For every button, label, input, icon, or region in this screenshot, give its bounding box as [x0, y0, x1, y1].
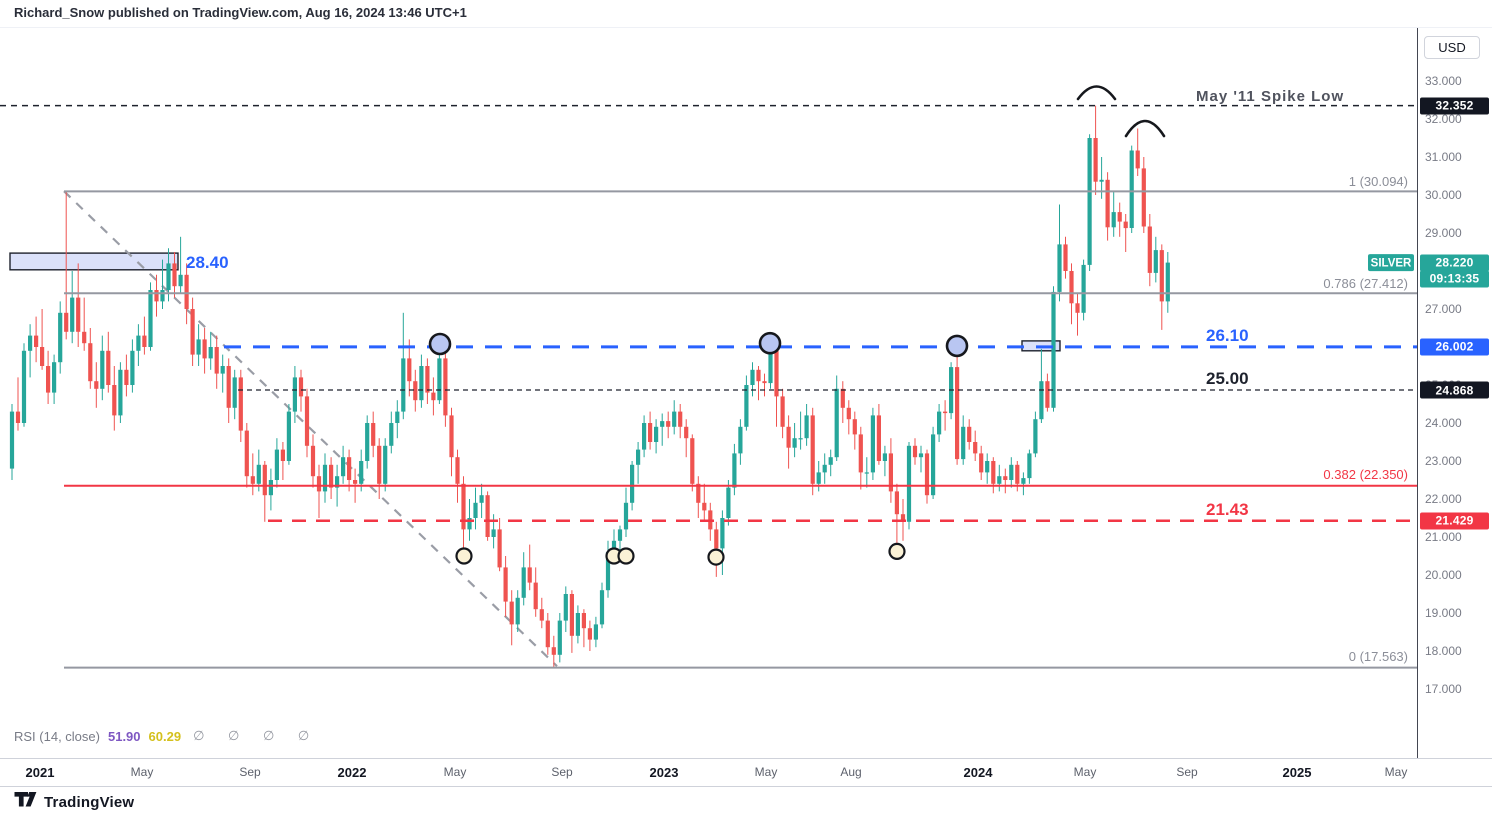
price-tick: 22.000 [1425, 492, 1462, 506]
time-axis[interactable]: 2021 May Sep 2022 May Sep 2023 May Aug 2024 May Sep… [0, 758, 1492, 787]
rsi-value: 51.90 [107, 728, 141, 744]
chart-annotation[interactable]: 0.786 (27.412) [1323, 276, 1408, 291]
time-tick-Sep: Sep [1176, 765, 1198, 779]
time-tick-May: May [443, 765, 467, 779]
chart-annotation[interactable]: 26.10 [1206, 326, 1249, 345]
zone-box[interactable] [9, 252, 179, 271]
chart-annotation[interactable]: 0.382 (22.350) [1323, 467, 1408, 482]
price-tick: 30.000 [1425, 188, 1462, 202]
chart-annotation[interactable]: 0 (17.563) [1349, 649, 1408, 664]
time-tick-Aug: Aug [840, 765, 862, 779]
candles-layer [9, 105, 1170, 668]
time-tick-May: May [1384, 765, 1408, 779]
brand-name: TradingView [44, 793, 135, 811]
support-touch-marker[interactable] [455, 547, 473, 565]
chart-annotation[interactable]: 25.00 [1206, 369, 1249, 388]
candlestick-canvas[interactable]: SILVER 28.40 26.10 25.00 21.43 May '11 Spike … [0, 28, 1417, 759]
peak-arc[interactable] [1124, 119, 1166, 138]
rsi-label: RSI (14, close) [14, 728, 100, 744]
price-tick: 20.000 [1425, 568, 1462, 582]
symbol-tag [1368, 254, 1414, 272]
time-tick-Sep: Sep [551, 765, 573, 779]
rsi-legend[interactable]: RSI (14, close) 51.90 60.29 ∅ ∅ ∅ ∅ [14, 728, 319, 744]
price-axis-border [1417, 28, 1418, 785]
time-tick-2024: 2024 [963, 765, 993, 780]
price-tick: 29.000 [1425, 226, 1462, 240]
price-tick: 32.000 [1425, 112, 1462, 126]
support-touch-marker[interactable] [617, 547, 635, 565]
time-tick-May: May [130, 765, 154, 779]
price-tick: 31.000 [1425, 150, 1462, 164]
time-tick-May: May [1073, 765, 1097, 779]
resistance-touch-marker[interactable] [428, 332, 452, 356]
symbol-tag-label: SILVER [1371, 258, 1412, 270]
time-tick-May: May [754, 765, 778, 779]
price-badge-21.429: 21.429 [1420, 512, 1489, 530]
price-tick: 23.000 [1425, 454, 1462, 468]
resistance-touch-marker[interactable] [945, 334, 969, 358]
currency-selector[interactable]: USD [1424, 36, 1480, 59]
price-badge-09:13:35: 09:13:35 [1420, 270, 1489, 288]
price-chart[interactable]: SILVER 28.40 26.10 25.00 21.43 May '11 Spike … [0, 28, 1417, 759]
time-tick-2021: 2021 [25, 765, 55, 780]
chart-annotation[interactable]: 21.43 [1206, 500, 1249, 519]
time-tick-Sep: Sep [239, 765, 261, 779]
price-tick: 17.000 [1425, 682, 1462, 696]
rsi-ma-value: 60.29 [148, 728, 182, 744]
trendline[interactable] [63, 190, 558, 667]
peak-arc[interactable] [1076, 85, 1117, 101]
price-tick: 24.000 [1425, 416, 1462, 430]
support-touch-marker[interactable] [888, 542, 906, 561]
resistance-touch-marker[interactable] [758, 331, 782, 355]
price-tick: 27.000 [1425, 302, 1462, 316]
price-badge-28.220: 28.220 [1420, 254, 1489, 272]
price-axis[interactable]: USD 33.00032.00031.00030.00029.00028.000… [1418, 28, 1492, 758]
chart-annotation[interactable]: 28.40 [186, 253, 229, 272]
tradingview-logo-icon [14, 791, 37, 813]
chart-annotation[interactable]: May '11 Spike Low [1196, 88, 1344, 105]
price-tick: 19.000 [1425, 606, 1462, 620]
time-tick-2022: 2022 [337, 765, 367, 780]
price-badge-26.002: 26.002 [1420, 338, 1489, 356]
header-divider [0, 27, 1492, 28]
price-tick: 18.000 [1425, 644, 1462, 658]
time-tick-2025: 2025 [1282, 765, 1312, 780]
attribution-text: Richard_Snow published on TradingView.co… [14, 5, 467, 20]
price-badge-32.352: 32.352 [1420, 97, 1489, 115]
chart-annotation[interactable]: 1 (30.094) [1349, 174, 1408, 189]
price-tick: 33.000 [1425, 74, 1462, 88]
price-badge-24.868: 24.868 [1420, 381, 1489, 399]
time-tick-2023: 2023 [649, 765, 679, 780]
price-tick: 21.000 [1425, 530, 1462, 544]
brand-footer: TradingView [14, 791, 134, 813]
support-touch-marker[interactable] [707, 548, 725, 566]
rsi-empty-values: ∅ ∅ ∅ ∅ [193, 728, 320, 743]
